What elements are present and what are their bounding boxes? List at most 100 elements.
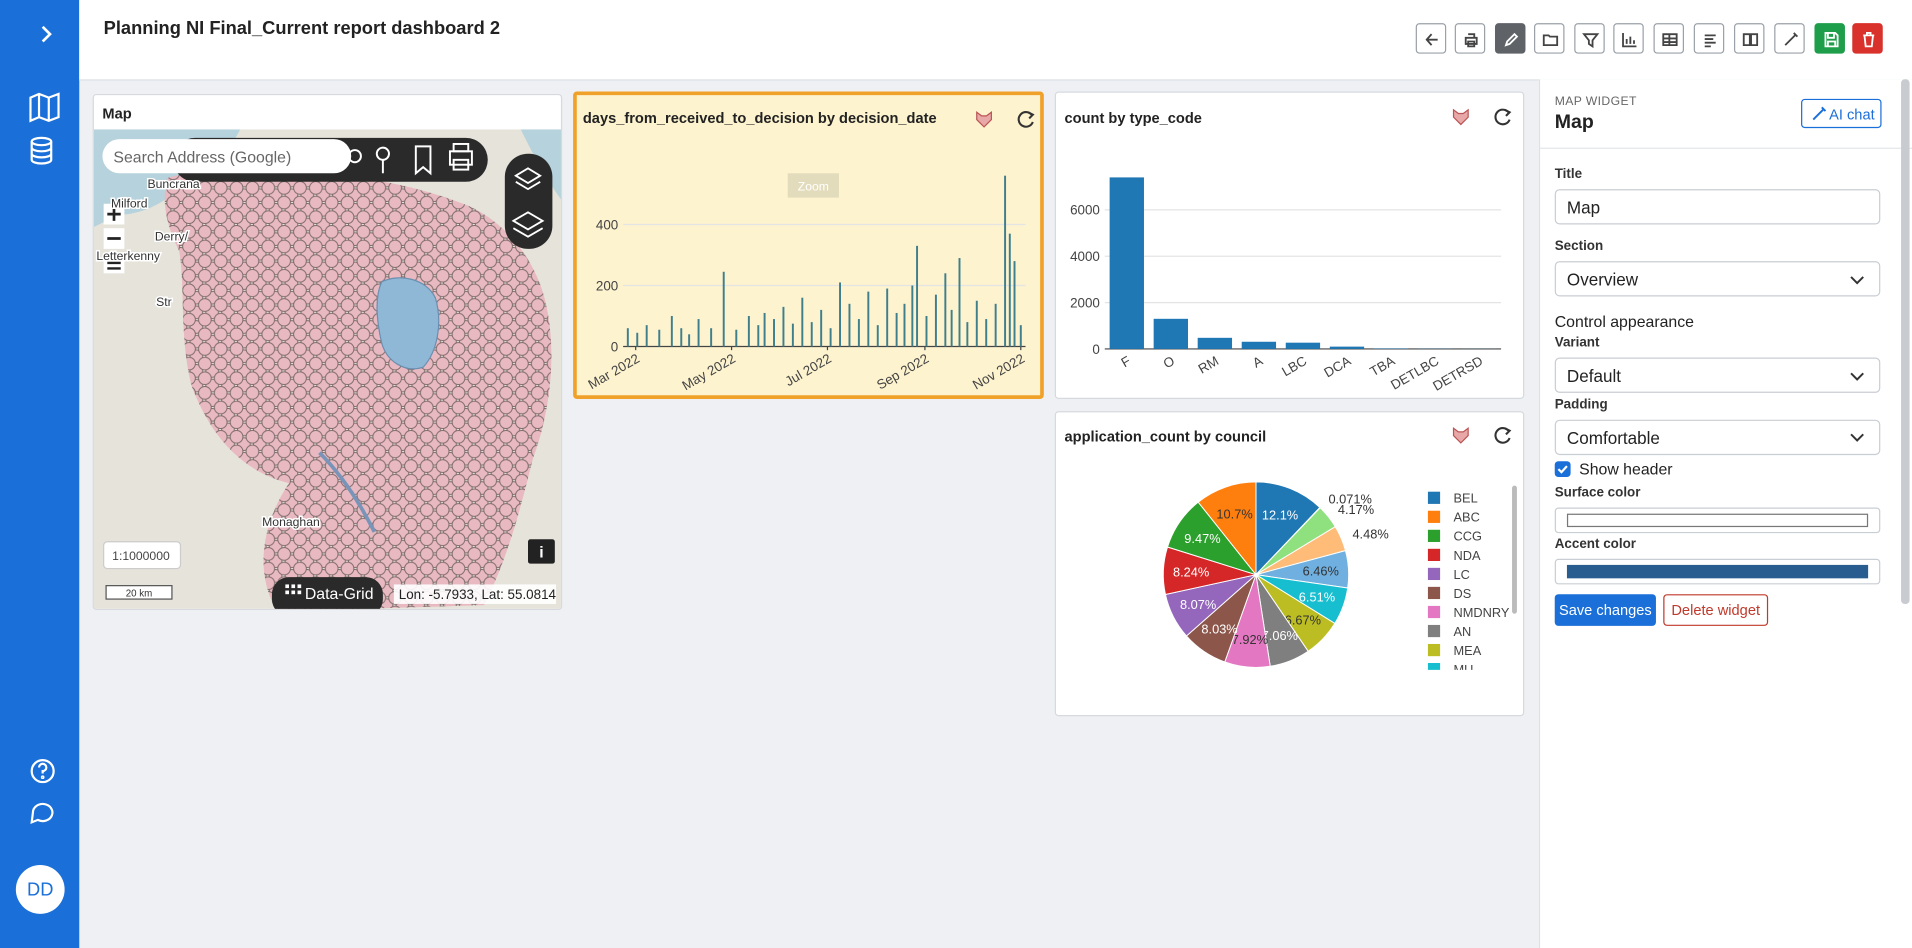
bar	[994, 303, 997, 347]
padding-select[interactable]: Comfortable	[1554, 419, 1881, 456]
accent-color-input[interactable]	[1554, 558, 1881, 585]
bar	[658, 329, 661, 347]
bar	[680, 328, 683, 347]
toolbar-button[interactable]	[1814, 23, 1845, 54]
pin-icon[interactable]	[375, 146, 390, 174]
x-tick-label: DCA	[1321, 353, 1353, 380]
expand-icon[interactable]	[41, 25, 52, 43]
chart-widget[interactable]: application_count by council 12.1% 0.071%…	[1054, 411, 1525, 717]
avatar-circle[interactable]	[15, 865, 65, 914]
icon-path	[1863, 32, 1875, 48]
map-icon[interactable]	[29, 92, 60, 123]
slice-label: 6.46%	[1303, 564, 1339, 579]
panel-kicker: MAP WIDGET	[1554, 95, 1637, 109]
toolbar-button[interactable]	[1415, 23, 1447, 54]
map-widget: Map Search Address (Google)	[92, 93, 563, 611]
print-icon[interactable]	[448, 142, 473, 171]
field-label: Title	[1554, 167, 1583, 182]
select-value: Comfortable	[1566, 428, 1660, 448]
scrollbar[interactable]	[1901, 79, 1910, 604]
save-button[interactable]: Save changes	[1554, 594, 1656, 626]
scale-bar-label: 20 km	[126, 589, 153, 600]
info-button[interactable]	[528, 539, 555, 564]
bar	[735, 329, 738, 347]
button-label: Delete widget	[1671, 601, 1761, 619]
legend-scrollbar[interactable]	[1512, 485, 1517, 614]
bar	[1004, 175, 1007, 347]
pie-slice	[1255, 481, 1321, 576]
toolbar-button[interactable]	[1653, 23, 1684, 54]
refresh-icon[interactable]	[1494, 427, 1512, 444]
bar	[934, 294, 937, 347]
variant-select[interactable]: Default	[1554, 357, 1881, 393]
bookmark-icon[interactable]	[414, 145, 432, 176]
widget-icon[interactable]	[1452, 108, 1469, 126]
refresh-icon[interactable]	[1494, 108, 1512, 126]
legend-swatch	[1427, 491, 1441, 504]
surface-color-input[interactable]	[1554, 507, 1881, 534]
toolbar-button[interactable]	[1852, 23, 1883, 54]
layer-control[interactable]	[504, 153, 553, 249]
x-tick-label: LBC	[1279, 353, 1309, 379]
toolbar-icon	[1464, 33, 1478, 48]
slice-label: 8.24%	[1173, 565, 1209, 580]
toolbar-button[interactable]	[1454, 23, 1486, 54]
toolbar-icon	[1704, 34, 1716, 48]
scale-select[interactable]	[103, 541, 182, 570]
chart-widget[interactable]: days_from_received_to_decision by decisi…	[573, 91, 1044, 399]
database-icon[interactable]	[30, 136, 53, 165]
bar	[688, 334, 691, 347]
toolbar-icon	[1425, 33, 1438, 46]
delete-button[interactable]: Delete widget	[1663, 594, 1769, 626]
place-label: Buncrana	[148, 177, 200, 191]
bar	[966, 322, 969, 347]
ai-chat-button[interactable]: AI chat	[1801, 98, 1882, 129]
toolbar-icon	[1622, 32, 1637, 48]
title-input[interactable]: Map	[1554, 189, 1881, 225]
toolbar-button[interactable]	[1733, 23, 1765, 54]
help-icon[interactable]	[30, 759, 55, 784]
icon-path	[1742, 33, 1759, 47]
section-select[interactable]: Overview	[1554, 261, 1881, 297]
search-icon[interactable]	[347, 149, 362, 164]
search-placeholder: Search Address (Google)	[113, 149, 291, 166]
field-label: Accent color	[1554, 536, 1636, 552]
chat-icon[interactable]	[30, 802, 54, 825]
search-input[interactable]	[102, 139, 352, 174]
widget-actions	[1452, 427, 1512, 444]
refresh-icon[interactable]	[1017, 111, 1035, 128]
bar	[1197, 337, 1233, 349]
toolbar-button[interactable]	[1534, 23, 1565, 54]
widget-icon[interactable]	[1452, 427, 1469, 444]
toolbar-button[interactable]	[1574, 23, 1605, 54]
legend-swatch	[1427, 529, 1441, 542]
slice-label: 9.47%	[1184, 531, 1220, 546]
place-label: Derry/	[155, 229, 189, 243]
legend-swatch	[1427, 624, 1441, 638]
toolbar-icon	[1863, 32, 1875, 48]
toolbar-button[interactable]	[1693, 23, 1725, 54]
bar	[839, 282, 842, 347]
bar	[710, 328, 713, 347]
toolbar-icon	[1582, 33, 1600, 49]
select-chevrons	[1850, 276, 1864, 442]
place-label: Monaghan	[262, 515, 320, 529]
x-tick-label: A	[1250, 353, 1265, 370]
chart-widget[interactable]: count by type_code 0 2000 4000 6000 F O RM A LBC…	[1054, 91, 1525, 399]
bar	[1019, 325, 1022, 347]
coordinates: Lon: -5.7933, Lat: 55.0814	[399, 587, 557, 602]
show-header-checkbox[interactable]	[1554, 461, 1571, 478]
y-tick-label: 200	[596, 278, 618, 293]
toolbar-button[interactable]	[1494, 23, 1526, 54]
river	[318, 451, 376, 533]
x-tick-label: DETRSD	[1430, 353, 1485, 394]
toolbar-button[interactable]	[1613, 23, 1644, 54]
bar	[820, 309, 823, 347]
bar	[867, 291, 870, 347]
bar	[1013, 261, 1016, 347]
field-label: Section	[1554, 239, 1604, 254]
widget-icon[interactable]	[976, 111, 992, 128]
legend-swatch	[1427, 643, 1441, 657]
toolbar-button[interactable]	[1774, 23, 1805, 54]
